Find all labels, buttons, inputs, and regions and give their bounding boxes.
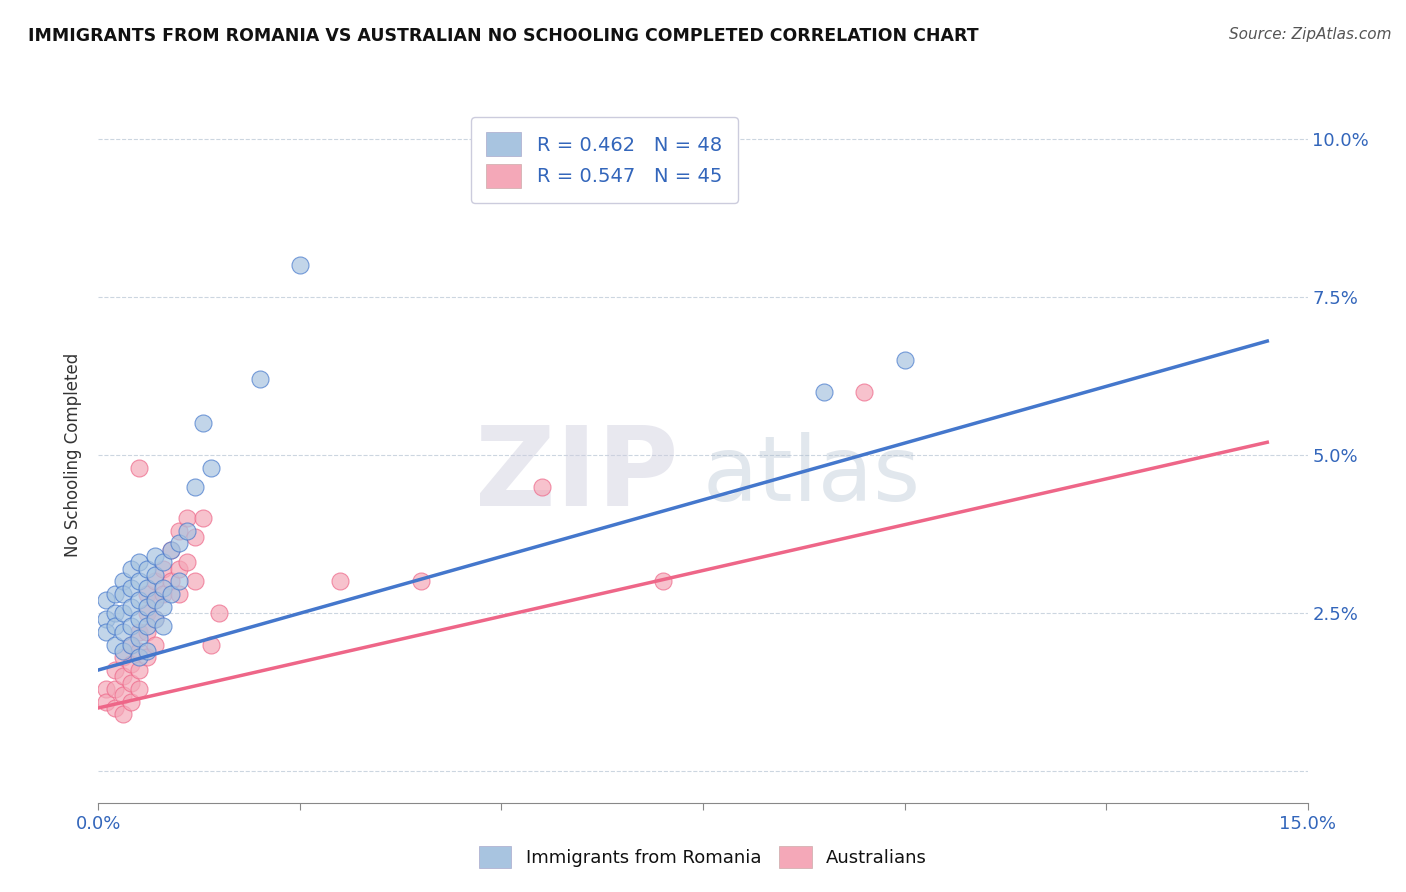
Point (128, 644, 150, 658)
Point (120, 657, 142, 671)
Point (143, 593, 166, 607)
Point (135, 644, 157, 658)
Point (152, 599, 174, 614)
Point (128, 574, 150, 589)
Point (813, 384, 835, 399)
Legend: Immigrants from Romania, Australians: Immigrants from Romania, Australians (470, 838, 936, 877)
Point (120, 562, 142, 576)
Point (135, 650, 157, 665)
Point (152, 562, 174, 576)
Point (111, 625, 134, 640)
Point (167, 562, 190, 576)
Point (111, 688, 134, 702)
Point (184, 574, 207, 589)
Point (135, 581, 157, 595)
Point (193, 417, 215, 431)
Point (530, 479, 553, 493)
Point (96, 593, 118, 607)
Point (128, 632, 150, 646)
Point (167, 536, 190, 550)
Point (120, 599, 142, 614)
Y-axis label: No Schooling Completed: No Schooling Completed (65, 353, 83, 557)
Point (128, 460, 150, 475)
Point (120, 638, 142, 652)
Point (152, 587, 174, 601)
Point (409, 574, 432, 589)
Point (160, 542, 183, 557)
Point (193, 511, 215, 525)
Point (152, 618, 174, 632)
Point (96, 612, 118, 626)
Point (160, 587, 183, 601)
Point (135, 587, 157, 601)
Point (288, 258, 311, 272)
Point (111, 606, 134, 620)
Point (135, 562, 157, 576)
Point (96, 625, 118, 640)
Point (128, 663, 150, 677)
Point (111, 650, 134, 665)
Point (128, 681, 150, 696)
Point (135, 606, 157, 620)
Point (96, 681, 118, 696)
Point (120, 675, 142, 690)
Point (135, 625, 157, 640)
Point (249, 372, 271, 386)
Point (111, 707, 134, 722)
Point (103, 606, 125, 620)
Point (111, 669, 134, 683)
Point (176, 524, 198, 538)
Point (128, 612, 150, 626)
Point (143, 574, 166, 589)
Point (111, 587, 134, 601)
Point (135, 618, 157, 632)
Point (128, 593, 150, 607)
Point (160, 574, 183, 589)
Point (103, 663, 125, 677)
Point (103, 638, 125, 652)
Point (893, 353, 915, 368)
Text: ZIP: ZIP (475, 422, 679, 529)
Point (96, 695, 118, 709)
Point (176, 556, 198, 570)
Point (152, 581, 174, 595)
Point (167, 574, 190, 589)
Point (853, 384, 876, 399)
Point (160, 542, 183, 557)
Point (143, 568, 166, 582)
Point (184, 479, 207, 493)
Point (128, 625, 150, 640)
Point (200, 638, 222, 652)
Text: Source: ZipAtlas.com: Source: ZipAtlas.com (1229, 27, 1392, 42)
Point (120, 638, 142, 652)
Point (111, 574, 134, 589)
Point (152, 556, 174, 570)
Point (103, 618, 125, 632)
Point (329, 574, 352, 589)
Point (120, 695, 142, 709)
Point (135, 599, 157, 614)
Text: IMMIGRANTS FROM ROMANIA VS AUSTRALIAN NO SCHOOLING COMPLETED CORRELATION CHART: IMMIGRANTS FROM ROMANIA VS AUSTRALIAN NO… (28, 27, 979, 45)
Text: atlas: atlas (703, 432, 921, 520)
Point (103, 701, 125, 715)
Point (176, 511, 198, 525)
Point (143, 549, 166, 563)
Point (143, 593, 166, 607)
Point (128, 556, 150, 570)
Point (120, 581, 142, 595)
Point (651, 574, 673, 589)
Point (167, 587, 190, 601)
Point (184, 530, 207, 544)
Point (143, 612, 166, 626)
Point (120, 618, 142, 632)
Point (200, 460, 222, 475)
Point (103, 681, 125, 696)
Point (143, 638, 166, 652)
Point (143, 612, 166, 626)
Point (208, 606, 231, 620)
Point (103, 587, 125, 601)
Point (167, 524, 190, 538)
Point (128, 650, 150, 665)
Point (111, 644, 134, 658)
